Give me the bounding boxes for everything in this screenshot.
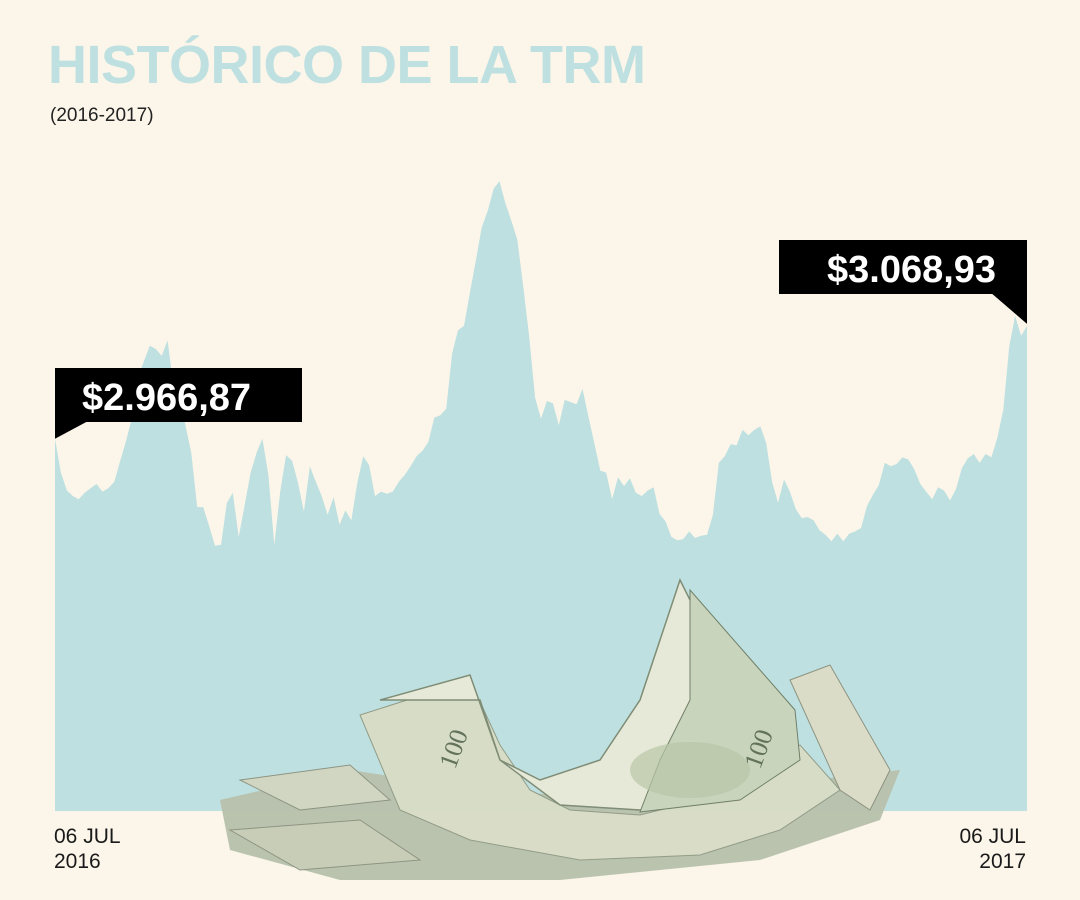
end-value-label: $3.068,93 (827, 249, 996, 291)
x-axis-start-date: 06 JUL (54, 825, 121, 848)
x-axis-end-date: 06 JUL (959, 825, 1026, 848)
trm-area-series (55, 181, 1027, 812)
dollar-bills-illustration: 100 100 (220, 578, 900, 880)
chart-subtitle: (2016-2017) (50, 105, 154, 126)
x-axis-end-year: 2017 (979, 850, 1026, 874)
x-axis-start-year: 2016 (54, 850, 101, 874)
start-value-label: $2.966,87 (82, 377, 251, 419)
end-value-pointer (990, 292, 1027, 324)
end-value-callout: $3.068,93 (779, 240, 1027, 324)
end-value-box (779, 240, 1027, 294)
chart-title: HISTÓRICO DE LA TRM (48, 35, 646, 95)
x-axis-start-label: 06 JUL 2016 (54, 824, 121, 874)
start-value-pointer (55, 420, 90, 439)
x-axis-end-label: 06 JUL 2017 (959, 824, 1026, 874)
start-value-callout: $2.966,87 (55, 368, 302, 439)
start-value-box (55, 368, 302, 422)
